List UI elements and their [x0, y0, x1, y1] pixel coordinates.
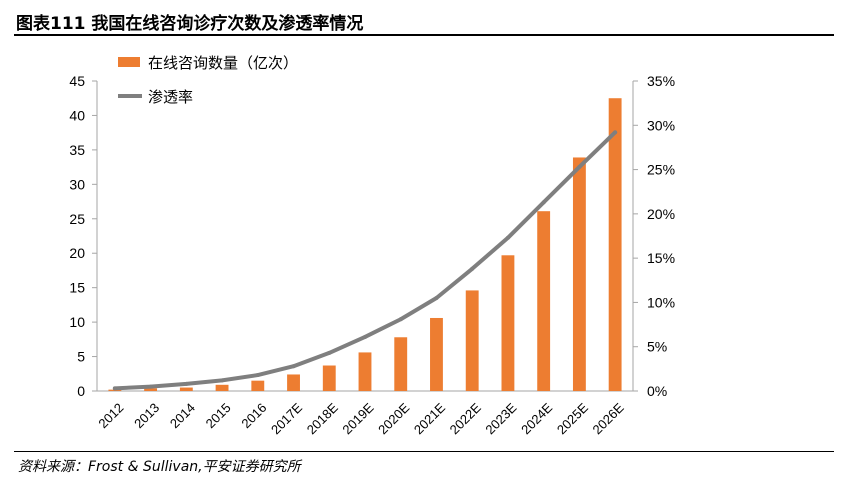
- line-point: [220, 378, 225, 383]
- bar: [358, 352, 372, 391]
- x-tick-label: 2026E: [590, 400, 627, 437]
- left-tick-label: 35: [69, 142, 85, 158]
- x-tick-label: 2019E: [339, 400, 376, 437]
- right-tick-label: 15%: [647, 250, 675, 266]
- figure-header: 图表111 我国在线咨询诊疗次数及渗透率情况: [14, 6, 834, 36]
- line-point: [613, 130, 618, 135]
- x-tick-label: 2024E: [518, 400, 555, 437]
- line-point: [327, 350, 332, 355]
- x-tick-label: 2025E: [554, 400, 591, 437]
- line-point: [184, 381, 189, 386]
- line-point: [148, 384, 153, 389]
- bar: [537, 211, 551, 391]
- line-point: [434, 296, 439, 300]
- bar: [215, 384, 229, 391]
- source-note: 资料来源：Frost & Sullivan,平安证券研究所: [18, 459, 301, 475]
- bar: [572, 157, 586, 391]
- right-y-axis: 0% 5% 10% 15% 20% 25% 30% 35%: [632, 73, 675, 399]
- bar: [608, 98, 622, 391]
- line-point: [112, 386, 117, 391]
- figure-title: 图表111 我国在线咨询诊疗次数及渗透率情况: [16, 14, 364, 34]
- left-tick-label: 20: [69, 245, 85, 261]
- right-tick-label: 25%: [647, 162, 675, 178]
- x-tick-label: 2015: [203, 400, 234, 431]
- x-tick-label: 2022E: [447, 400, 484, 437]
- left-tick-label: 0: [77, 383, 85, 399]
- right-tick-label: 10%: [647, 294, 675, 310]
- line-point: [398, 317, 403, 322]
- x-tick-label: 2017E: [268, 400, 305, 437]
- x-tick-label: 2014: [167, 400, 198, 431]
- left-tick-label: 45: [69, 73, 85, 89]
- left-tick-label: 15: [69, 280, 85, 296]
- bar: [430, 317, 443, 391]
- right-tick-label: 0%: [647, 383, 667, 399]
- bar-series: [108, 98, 622, 391]
- x-tick-label: 2021E: [411, 400, 448, 437]
- x-axis: 2012 2013 2014 2015 20162017E2018E2019E2020E…: [95, 390, 633, 437]
- right-tick-label: 5%: [647, 339, 667, 355]
- left-tick-label: 10: [69, 314, 85, 330]
- bar: [501, 255, 515, 391]
- line-point: [541, 200, 546, 205]
- left-tick-label: 40: [69, 107, 85, 123]
- right-tick-label: 20%: [647, 206, 675, 222]
- x-tick-label: 2013: [131, 400, 162, 431]
- bar: [179, 387, 193, 391]
- legend-line-label: 渗透率: [148, 89, 193, 106]
- line-point: [505, 235, 510, 240]
- line-point: [255, 373, 260, 378]
- bar: [287, 374, 300, 391]
- x-tick-label: 2020E: [375, 400, 412, 437]
- bar: [322, 365, 336, 391]
- combo-chart: 0 5 10 15 20 25 30 35 40 45 0% 5% 10% 15% 20% 25% 30% 35…: [69, 55, 675, 437]
- legend-bar-label: 在线咨询数量（亿次）: [148, 55, 298, 72]
- legend: 在线咨询数量（亿次） 渗透率: [118, 55, 298, 106]
- x-tick-label: 2023E: [482, 400, 519, 437]
- line-point: [291, 364, 296, 369]
- legend-bar-swatch: [118, 57, 140, 67]
- line-point: [363, 334, 367, 339]
- bar: [394, 337, 408, 391]
- line-point: [577, 164, 582, 169]
- bar: [144, 388, 158, 391]
- bar: [251, 380, 265, 391]
- right-tick-label: 35%: [647, 73, 675, 89]
- x-tick-label: 2012: [95, 400, 126, 431]
- left-tick-label: 5: [77, 349, 85, 365]
- figure-footer: 资料来源：Frost & Sullivan,平安证券研究所: [14, 451, 834, 479]
- x-tick-label: 2016: [238, 400, 269, 431]
- right-tick-label: 30%: [647, 117, 675, 133]
- line-series: [112, 130, 618, 391]
- left-tick-label: 25: [69, 211, 85, 227]
- bar: [465, 290, 479, 391]
- left-tick-label: 30: [69, 176, 85, 192]
- left-y-axis: 0 5 10 15 20 25 30 35 40 45: [69, 73, 98, 399]
- line-point: [470, 266, 475, 271]
- x-tick-label: 2018E: [304, 400, 341, 437]
